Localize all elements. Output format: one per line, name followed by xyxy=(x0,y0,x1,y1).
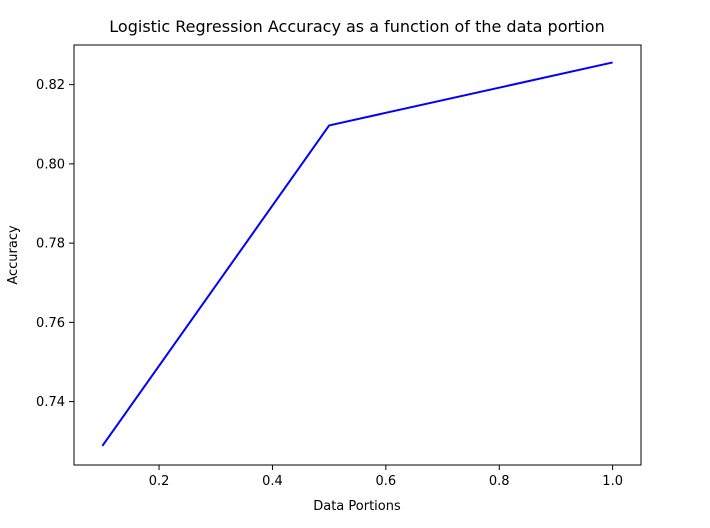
y-tick-label: 0.78 xyxy=(36,237,65,252)
x-tick-label: 0.4 xyxy=(262,474,283,489)
x-tick-label: 0.8 xyxy=(489,474,510,489)
y-tick-label: 0.80 xyxy=(36,157,65,172)
plot-frame xyxy=(73,44,642,466)
chart-title: Logistic Regression Accuracy as a functi… xyxy=(109,17,604,36)
y-tick-label: 0.76 xyxy=(36,316,65,331)
y-tick-label: 0.82 xyxy=(36,78,65,93)
y-tick-label: 0.74 xyxy=(36,395,65,410)
x-axis-label: Data Portions xyxy=(313,499,401,514)
x-tick-label: 1.0 xyxy=(602,474,623,489)
x-axis-ticks: 0.2 0.4 0.6 0.8 1.0 xyxy=(149,465,623,489)
y-axis-label: Accuracy xyxy=(6,225,21,285)
x-tick-label: 0.2 xyxy=(149,474,170,489)
y-axis-ticks: 0.74 0.76 0.78 0.80 0.82 xyxy=(36,78,74,410)
series-layer xyxy=(101,61,613,447)
series-line xyxy=(101,61,613,447)
x-tick-label: 0.6 xyxy=(376,474,397,489)
